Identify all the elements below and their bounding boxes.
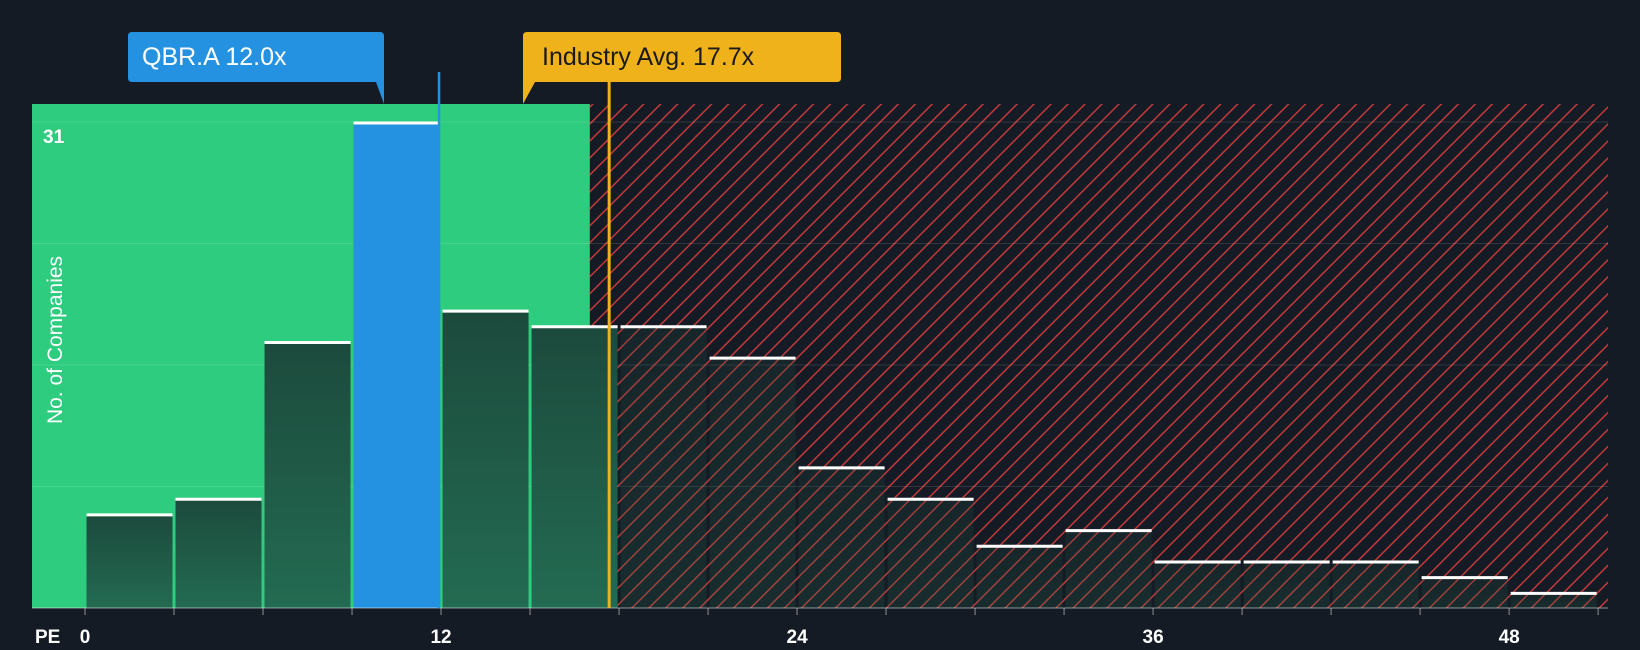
bar <box>976 545 1063 608</box>
x-tick-label: 12 <box>430 627 451 648</box>
bar <box>86 513 173 608</box>
bar <box>887 498 974 608</box>
bar-caps <box>86 121 1597 595</box>
x-axis-ticks: 01224364860+ <box>80 608 1599 648</box>
bar <box>175 498 262 608</box>
bar <box>798 466 885 608</box>
x-tick-label: 36 <box>1143 627 1164 648</box>
x-tick-label: 0 <box>80 627 91 648</box>
bar <box>264 341 351 608</box>
bar <box>709 357 796 608</box>
industry-avg-label: Industry Avg. 17.7x <box>542 43 755 71</box>
industry-marker: Industry Avg. 17.7x <box>523 32 841 608</box>
bars <box>86 122 1597 608</box>
company-pe-label: QBR.A 12.0x <box>142 43 287 71</box>
bar <box>531 325 618 608</box>
bar <box>442 310 529 608</box>
bar <box>620 325 707 608</box>
industry-avg-tag <box>523 32 841 104</box>
bar <box>1065 529 1152 608</box>
bar <box>1421 576 1508 608</box>
company-marker: QBR.A 12.0x <box>128 32 441 608</box>
bar <box>1154 560 1241 608</box>
company-pe-tag <box>128 32 384 104</box>
bar <box>353 122 440 608</box>
x-axis-label: PE <box>35 627 60 648</box>
x-tick-label: 24 <box>787 627 809 648</box>
bar <box>1332 560 1419 608</box>
y-axis-label: No. of Companies <box>44 256 67 424</box>
x-tick-label: 48 <box>1499 627 1520 648</box>
bar <box>1243 560 1330 608</box>
y-max-label: 31 <box>43 127 65 148</box>
bar <box>1510 592 1597 608</box>
